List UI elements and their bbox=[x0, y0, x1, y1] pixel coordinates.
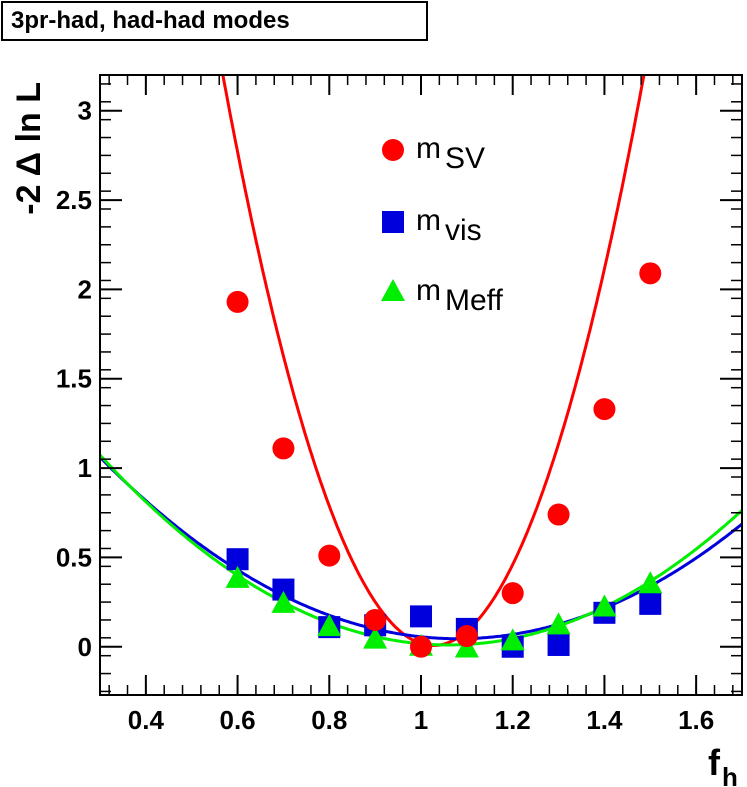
legend-label-vis: m bbox=[416, 204, 441, 237]
legend-sub-sv: SV bbox=[445, 142, 485, 175]
y-axis-label: -2 Δ ln L bbox=[10, 82, 48, 215]
data-point-meff bbox=[592, 594, 617, 617]
y-tick-label: 0 bbox=[78, 632, 92, 662]
data-point-sv bbox=[455, 625, 478, 648]
data-point-sv bbox=[364, 608, 387, 631]
data-point-vis bbox=[226, 548, 249, 571]
chart-title-box: 3pr-had, had-had modes bbox=[1, 1, 428, 41]
legend-sub-meff: Meff bbox=[445, 284, 503, 317]
data-point-sv bbox=[547, 503, 570, 526]
data-point-meff bbox=[363, 626, 388, 649]
x-tick-label: 1.2 bbox=[495, 705, 531, 735]
y-tick-label: 2 bbox=[78, 274, 92, 304]
data-point-meff bbox=[638, 571, 663, 594]
fit-curve-sv bbox=[221, 75, 646, 647]
y-tick-label: 2.5 bbox=[56, 185, 92, 215]
legend-sub-vis: vis bbox=[445, 214, 482, 247]
data-point-vis bbox=[272, 578, 295, 601]
chart-title: 3pr-had, had-had modes bbox=[11, 7, 290, 34]
data-point-sv bbox=[410, 635, 432, 658]
legend-label-meff: m bbox=[416, 274, 441, 307]
data-point-sv bbox=[318, 544, 341, 567]
data-point-sv bbox=[639, 262, 662, 285]
data-point-sv bbox=[593, 398, 616, 421]
x-tick-label: 0.4 bbox=[128, 705, 165, 735]
y-tick-label: 3 bbox=[78, 96, 92, 126]
x-axis-label-sub: h bbox=[722, 762, 738, 787]
legend-marker-vis bbox=[382, 211, 404, 233]
x-tick-label: 0.6 bbox=[219, 705, 255, 735]
data-point-vis bbox=[547, 633, 570, 656]
data-point-meff bbox=[225, 565, 250, 588]
data-point-meff bbox=[500, 628, 525, 651]
x-tick-label: 1 bbox=[414, 705, 428, 735]
data-point-sv bbox=[501, 582, 524, 605]
data-point-sv bbox=[226, 290, 249, 313]
y-tick-label: 1 bbox=[78, 453, 92, 483]
x-tick-label: 1.4 bbox=[586, 705, 623, 735]
data-point-vis bbox=[410, 605, 432, 628]
x-tick-label: 1.6 bbox=[678, 705, 714, 735]
data-point-meff bbox=[317, 614, 342, 637]
data-point-meff bbox=[271, 590, 296, 613]
x-axis-label: f bbox=[708, 742, 721, 783]
data-point-sv bbox=[272, 437, 295, 460]
data-point-vis bbox=[639, 592, 662, 615]
legend-marker-meff bbox=[381, 279, 405, 301]
y-tick-label: 1.5 bbox=[56, 364, 92, 394]
legend-marker-sv bbox=[382, 139, 404, 161]
x-tick-label: 0.8 bbox=[311, 705, 347, 735]
legend-label-sv: m bbox=[416, 132, 441, 165]
y-tick-label: 0.5 bbox=[56, 542, 92, 572]
data-point-meff bbox=[546, 612, 571, 635]
